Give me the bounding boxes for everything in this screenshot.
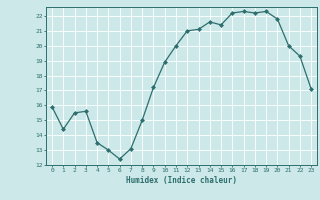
X-axis label: Humidex (Indice chaleur): Humidex (Indice chaleur) <box>126 176 237 185</box>
